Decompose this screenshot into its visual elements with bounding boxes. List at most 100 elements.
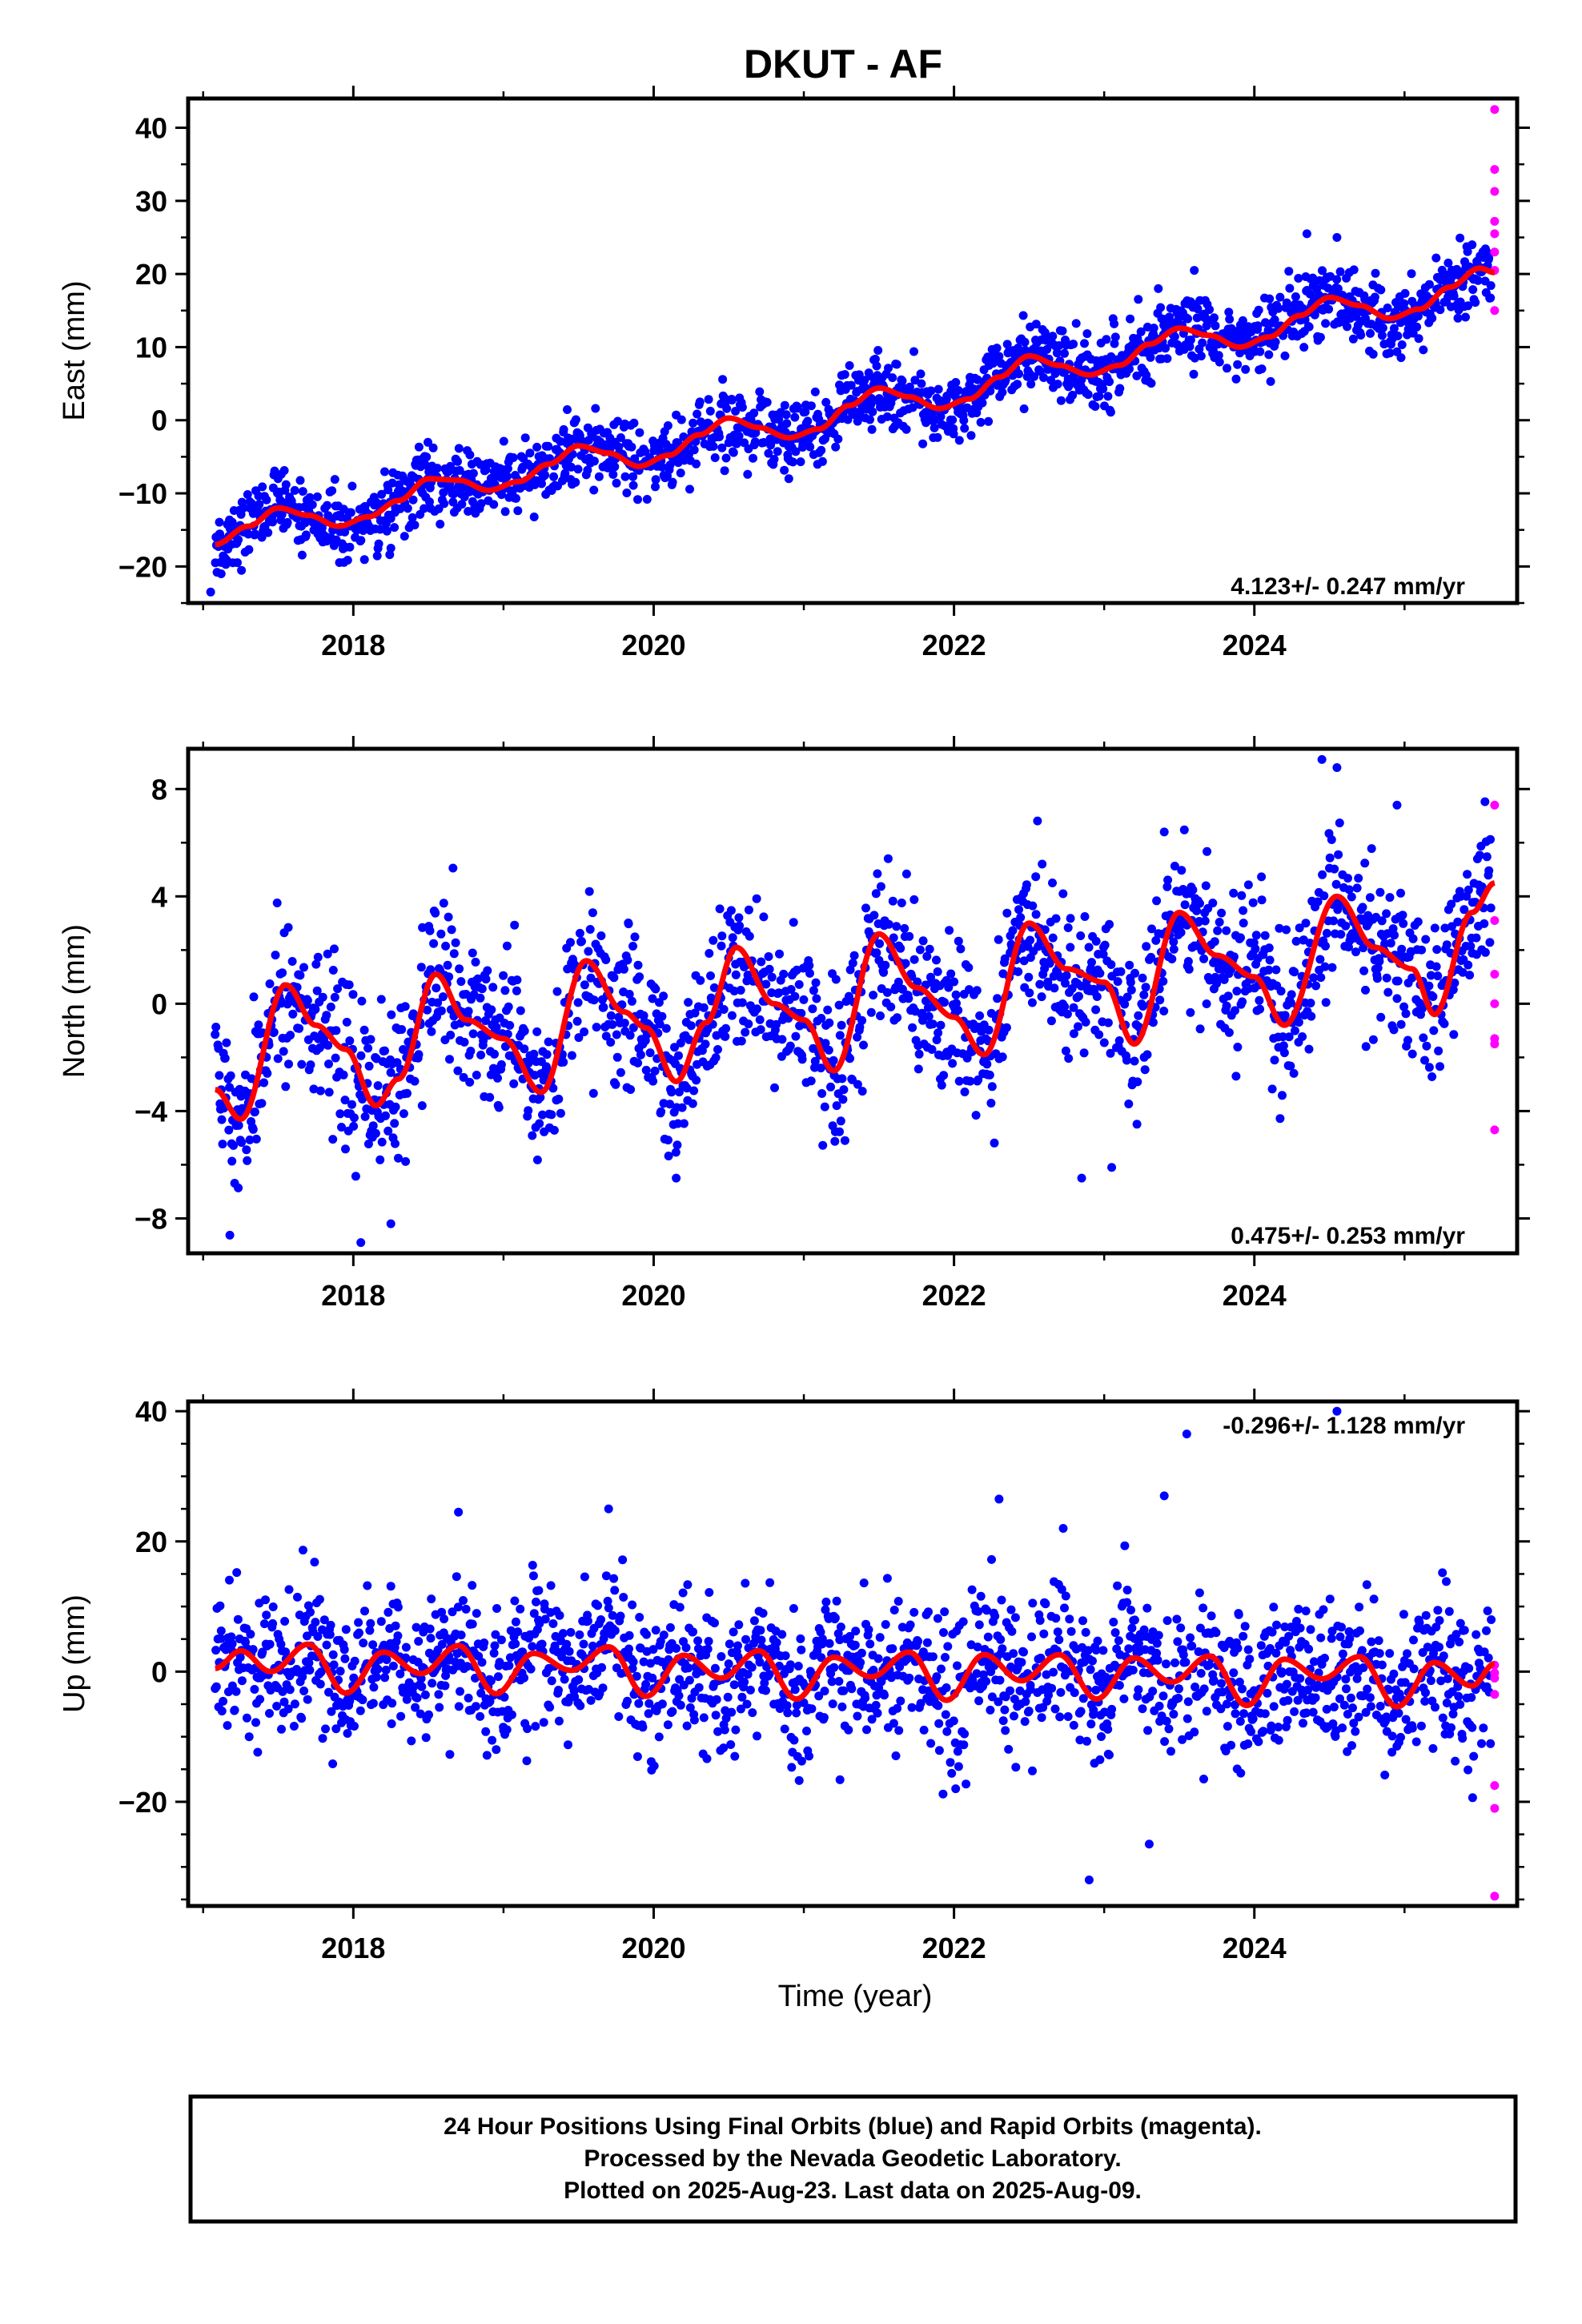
- final-point: [1431, 253, 1441, 263]
- final-point: [1408, 934, 1418, 943]
- final-point: [909, 347, 918, 356]
- final-point: [791, 447, 801, 456]
- final-point: [908, 403, 917, 412]
- final-point: [310, 1558, 319, 1567]
- final-point: [283, 517, 292, 527]
- final-point: [1315, 332, 1325, 342]
- final-point: [464, 507, 473, 516]
- final-point: [1440, 923, 1450, 933]
- final-point: [492, 1604, 501, 1613]
- final-point: [1097, 1732, 1106, 1741]
- final-point: [913, 1637, 923, 1647]
- final-point: [635, 1613, 644, 1622]
- final-point: [840, 1136, 849, 1145]
- final-point: [344, 980, 354, 990]
- final-point: [235, 1653, 245, 1662]
- final-point: [994, 1697, 1003, 1707]
- final-point: [756, 1025, 765, 1035]
- final-point: [574, 1675, 584, 1684]
- final-point: [790, 412, 800, 422]
- final-point: [972, 986, 982, 995]
- east-ylabel: East (mm): [58, 280, 91, 420]
- final-point: [297, 1059, 307, 1069]
- final-point: [719, 1005, 729, 1014]
- final-point: [1039, 1629, 1049, 1638]
- final-point: [796, 1634, 805, 1643]
- final-point: [539, 1718, 548, 1727]
- final-point: [875, 939, 885, 948]
- x-tick-label: 2024: [1223, 629, 1287, 661]
- final-point: [831, 975, 841, 984]
- final-point: [1082, 329, 1092, 339]
- final-point: [227, 517, 237, 527]
- final-point: [331, 1026, 341, 1035]
- final-point: [516, 1006, 525, 1015]
- final-point: [608, 470, 618, 479]
- final-point: [614, 1712, 624, 1721]
- final-point: [821, 397, 831, 407]
- final-point: [753, 1731, 761, 1741]
- final-point: [1225, 315, 1235, 324]
- final-point: [564, 1647, 574, 1656]
- final-point: [1099, 1038, 1109, 1047]
- final-point: [1449, 292, 1459, 301]
- final-point: [438, 992, 448, 1002]
- final-point: [424, 437, 432, 447]
- final-point: [905, 1620, 915, 1630]
- final-point: [227, 1632, 236, 1642]
- final-point: [1076, 1707, 1086, 1716]
- final-point: [554, 1716, 564, 1726]
- final-point: [1255, 995, 1264, 1005]
- y-tick-label: −20: [118, 550, 167, 583]
- final-point: [692, 1076, 701, 1085]
- final-point: [580, 980, 589, 990]
- final-point: [1385, 348, 1395, 358]
- final-point: [1426, 971, 1435, 980]
- final-point: [381, 1665, 391, 1675]
- final-point: [279, 466, 289, 475]
- final-point: [960, 1088, 970, 1096]
- final-point: [693, 1636, 703, 1646]
- final-point: [1039, 373, 1048, 382]
- final-point: [748, 1708, 757, 1718]
- final-point: [588, 1641, 597, 1651]
- final-point: [265, 979, 275, 988]
- final-point: [377, 489, 387, 499]
- final-outlier-point: [206, 587, 215, 597]
- final-point: [1084, 943, 1094, 952]
- final-point: [952, 999, 961, 1008]
- final-point: [326, 1002, 335, 1011]
- final-point: [369, 1683, 379, 1692]
- final-point: [259, 1619, 269, 1629]
- final-point: [873, 1654, 883, 1663]
- final-point: [251, 1718, 260, 1727]
- final-point: [453, 1066, 463, 1076]
- final-point: [954, 1762, 963, 1771]
- final-point: [297, 550, 307, 560]
- final-point: [1318, 266, 1327, 275]
- final-point: [616, 1611, 625, 1621]
- final-point: [468, 1029, 478, 1039]
- final-point: [1397, 944, 1407, 954]
- final-point: [1006, 1686, 1014, 1695]
- final-point: [341, 1144, 350, 1154]
- final-point: [620, 1019, 629, 1027]
- final-point: [331, 1053, 340, 1063]
- final-point: [974, 1075, 983, 1084]
- final-point: [765, 964, 774, 974]
- final-point: [237, 1138, 247, 1148]
- final-point: [609, 973, 619, 983]
- final-point: [1081, 1627, 1090, 1637]
- final-point: [1327, 963, 1337, 972]
- final-point: [281, 1082, 291, 1092]
- final-point: [589, 456, 599, 466]
- final-point: [224, 1125, 234, 1135]
- final-point: [628, 942, 637, 951]
- final-point: [1427, 1072, 1437, 1081]
- final-point: [1002, 908, 1012, 918]
- final-point: [1229, 952, 1239, 962]
- final-point: [604, 1603, 613, 1613]
- final-point: [1371, 268, 1380, 278]
- final-point: [1004, 1744, 1014, 1754]
